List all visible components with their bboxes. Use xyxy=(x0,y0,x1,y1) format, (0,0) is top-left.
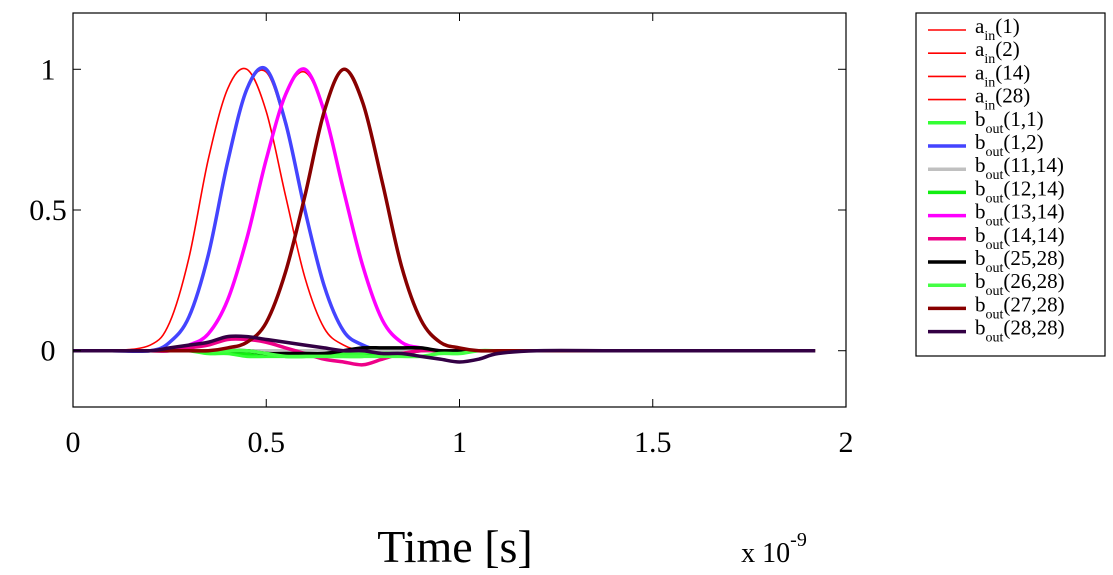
legend-entry: ain(14) xyxy=(928,60,1030,90)
legend-label: bout(27,28) xyxy=(975,292,1065,322)
x-tick-label: 0.5 xyxy=(248,426,286,459)
legend-entry: bout(25,28) xyxy=(928,246,1065,276)
legend-entry: bout(1,2) xyxy=(928,130,1044,160)
legend-label: ain(2) xyxy=(975,37,1020,67)
legend-entry: bout(13,14) xyxy=(928,200,1065,230)
legend-label: ain(14) xyxy=(975,60,1030,90)
legend-label: bout(11,14) xyxy=(975,153,1064,183)
x-exponent-power: -9 xyxy=(790,529,807,551)
x-exponent-base: x 10 xyxy=(741,538,790,569)
series-line-13 xyxy=(73,334,816,364)
x-axis-title: Time [s] xyxy=(377,521,533,572)
series-layer xyxy=(72,66,816,367)
legend-entry: bout(28,28) xyxy=(928,316,1065,346)
legend-label: bout(12,14) xyxy=(975,176,1065,206)
legend-label: bout(1,1) xyxy=(975,107,1044,137)
legend-entry: bout(26,28) xyxy=(928,269,1065,299)
x-tick-label: 1 xyxy=(452,426,467,459)
x-tick-label: 0 xyxy=(66,426,81,459)
x-tick-label: 2 xyxy=(839,426,854,459)
x-tick-label: 1.5 xyxy=(634,426,672,459)
legend-entry: bout(1,1) xyxy=(928,107,1044,137)
y-tick-label: 0.5 xyxy=(29,194,67,227)
legend-label: bout(13,14) xyxy=(975,200,1065,230)
legend-label: bout(1,2) xyxy=(975,130,1044,160)
legend-entry: bout(14,14) xyxy=(928,223,1065,253)
legend-box xyxy=(915,12,1106,357)
legend-label: bout(26,28) xyxy=(975,269,1065,299)
x-exponent: x 10-9 xyxy=(741,529,807,569)
legend-entry: bout(11,14) xyxy=(928,153,1064,183)
legend-label: bout(14,14) xyxy=(975,223,1065,253)
legend-label: bout(25,28) xyxy=(975,246,1065,276)
legend-entry: ain(1) xyxy=(928,14,1020,44)
legend-label: bout(28,28) xyxy=(975,316,1065,346)
legend-entry: ain(2) xyxy=(928,37,1020,67)
legend-entry: bout(12,14) xyxy=(928,176,1065,206)
legend-label: ain(28) xyxy=(975,84,1030,114)
tick-layer: 0 0.5 1 1.5 2 0 0.5 1 xyxy=(29,13,854,459)
legend-entry: ain(28) xyxy=(928,84,1030,114)
y-tick-label: 0 xyxy=(41,335,56,368)
legend-label: ain(1) xyxy=(975,14,1020,44)
legend: ain(1)ain(2)ain(14)ain(28)bout(1,1)bout(… xyxy=(928,14,1065,346)
y-tick-label: 1 xyxy=(41,53,56,86)
legend-entry: bout(27,28) xyxy=(928,292,1065,322)
